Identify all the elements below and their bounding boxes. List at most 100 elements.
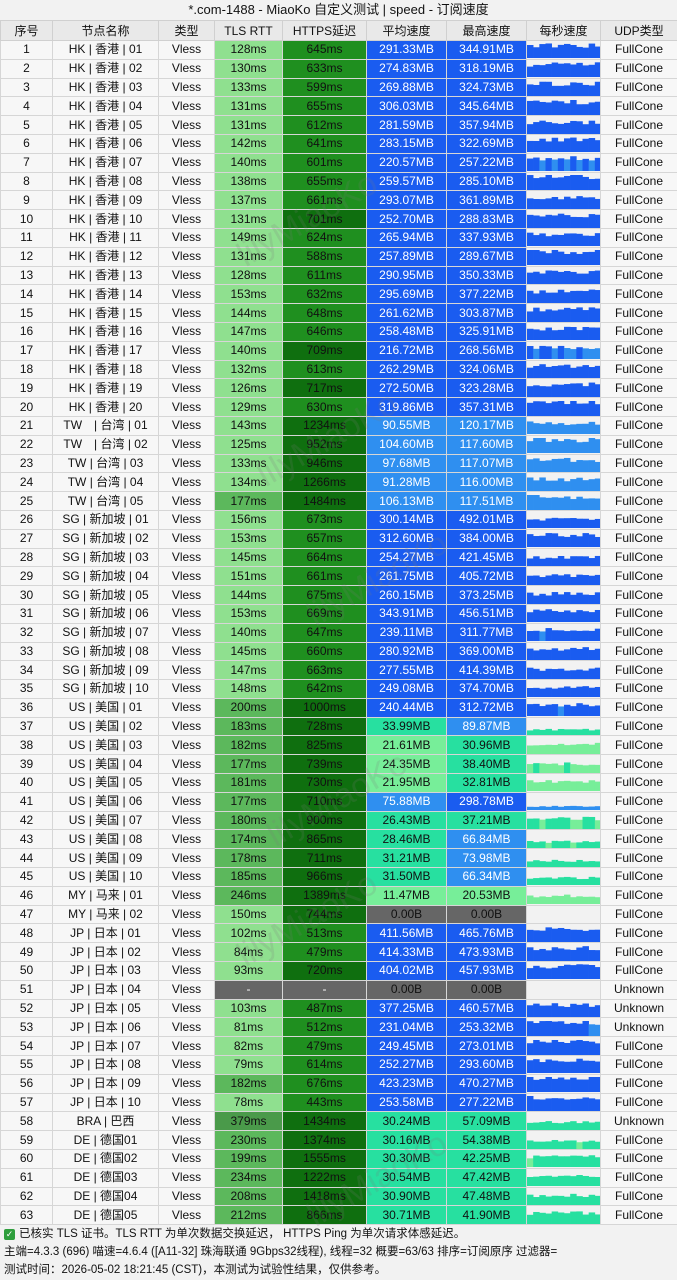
table-row[interactable]: 43 US | 美国 | 08 Vless 174ms 865ms 28.46MB 66.8… [0, 829, 677, 850]
table-row[interactable]: 10 HK | 香港 | 10 Vless 131ms 701ms 252.70MB 288… [0, 209, 677, 229]
table-row[interactable]: 52 JP | 日本 | 05 Vless 103ms 487ms 377.25MB 460… [0, 998, 677, 1019]
table-row[interactable]: 33 SG | 新加坡 | 08 Vless 145ms 660ms 280.92MB 36… [0, 641, 677, 662]
sparkline-bar [570, 45, 577, 59]
table-row[interactable]: 7 HK | 香港 | 07 Vless 140ms 601ms 220.57MB 257.… [0, 152, 677, 173]
sparkline-bar [570, 1062, 577, 1074]
table-row[interactable]: 41 US | 美国 | 06 Vless 177ms 710ms 75.88MB 298.… [0, 791, 677, 812]
per-second-speed-sparkline [526, 566, 601, 587]
udp-type: FullCone [600, 246, 677, 267]
col-per-second-speed[interactable]: 每秒速度 [526, 20, 601, 41]
sparkline-bar [533, 400, 540, 416]
table-row[interactable]: 38 US | 美国 | 03 Vless 182ms 825ms 21.61MB 30.9… [0, 735, 677, 756]
row-index: 40 [0, 773, 53, 793]
table-row[interactable]: 2 HK | 香港 | 02 Vless 130ms 633ms 274.83MB 318.… [0, 58, 677, 79]
table-row[interactable]: 19 HK | 香港 | 19 Vless 126ms 717ms 272.50MB 323… [0, 378, 677, 399]
col-node-name[interactable]: 节点名称 [52, 20, 159, 41]
table-row[interactable]: 50 JP | 日本 | 03 Vless 93ms 720ms 404.02MB 457.… [0, 961, 677, 981]
col-avg-speed[interactable]: 平均速度 [366, 20, 447, 41]
table-row[interactable]: 29 SG | 新加坡 | 04 Vless 151ms 661ms 261.75MB 40… [0, 566, 677, 587]
udp-type: FullCone [600, 265, 677, 286]
table-row[interactable]: 27 SG | 新加坡 | 02 Vless 153ms 657ms 312.60MB 38… [0, 528, 677, 549]
table-row[interactable]: 8 HK | 香港 | 08 Vless 138ms 655ms 259.57MB 285.… [0, 171, 677, 192]
table-row[interactable]: 54 JP | 日本 | 07 Vless 82ms 479ms 249.45MB 273.… [0, 1036, 677, 1057]
row-index: 58 [0, 1111, 53, 1132]
max-speed: 344.91MB [446, 40, 527, 60]
sparkline-bar [545, 1077, 552, 1093]
table-row[interactable]: 12 HK | 香港 | 12 Vless 131ms 588ms 257.89MB 289… [0, 246, 677, 267]
col-max-speed[interactable]: 最高速度 [446, 20, 527, 41]
table-row[interactable]: 59 DE | 德国01 Vless 230ms 1374ms 30.16MB 54.38M… [0, 1130, 677, 1151]
table-row[interactable]: 45 US | 美国 | 10 Vless 185ms 966ms 31.50MB 66.3… [0, 867, 677, 887]
table-row[interactable]: 26 SG | 新加坡 | 01 Vless 156ms 673ms 300.14MB 49… [0, 509, 677, 530]
table-row[interactable]: 35 SG | 新加坡 | 10 Vless 148ms 642ms 249.08MB 37… [0, 679, 677, 699]
table-row[interactable]: 48 JP | 日本 | 01 Vless 102ms 513ms 411.56MB 465… [0, 923, 677, 944]
per-second-speed-sparkline [526, 415, 601, 436]
table-row[interactable]: 1 HK | 香港 | 01 Vless 128ms 645ms 291.33MB 344.… [0, 40, 677, 60]
sparkline-chart [527, 762, 600, 773]
sparkline-chart [527, 477, 600, 491]
table-row[interactable]: 58 BRA | 巴西 Vless 379ms 1434ms 30.24MB 57.09MB… [0, 1111, 677, 1132]
sparkline-bar [594, 967, 600, 980]
table-row[interactable]: 39 US | 美国 | 04 Vless 177ms 739ms 24.35MB 38.4… [0, 754, 677, 775]
table-row[interactable]: 56 JP | 日本 | 09 Vless 182ms 676ms 423.23MB 470… [0, 1073, 677, 1094]
table-row[interactable]: 42 US | 美国 | 07 Vless 180ms 900ms 26.43MB 37.2… [0, 810, 677, 831]
table-row[interactable]: 44 US | 美国 | 09 Vless 178ms 711ms 31.21MB 73.9… [0, 848, 677, 869]
sparkline-bar [551, 270, 559, 284]
table-row[interactable]: 40 US | 美国 | 05 Vless 181ms 730ms 21.95MB 32.8… [0, 773, 677, 793]
tls-rtt: 140ms [214, 622, 283, 643]
table-row[interactable]: 37 US | 美国 | 02 Vless 183ms 728ms 33.99MB 89.8… [0, 716, 677, 737]
table-row[interactable]: 23 TW | 台湾 | 03 Vless 133ms 946ms 97.68MB 117.… [0, 453, 677, 474]
table-row[interactable]: 63 DE | 德国05 Vless 212ms 866ms 30.71MB 41.90MB… [0, 1205, 677, 1226]
table-row[interactable]: 15 HK | 香港 | 15 Vless 144ms 648ms 261.62MB 303… [0, 303, 677, 323]
table-row[interactable]: 47 MY | 马来 | 02 Vless 150ms 744ms 0.00B 0.00B F… [0, 904, 677, 925]
table-row[interactable]: 60 DE | 德国02 Vless 199ms 1555ms 30.30MB 42.25M… [0, 1149, 677, 1169]
table-row[interactable]: 25 TW | 台湾 | 05 Vless 177ms 1484ms 106.13MB 11… [0, 491, 677, 511]
sparkline-bar [533, 1059, 540, 1074]
table-row[interactable]: 17 HK | 香港 | 17 Vless 140ms 709ms 216.72MB 268… [0, 340, 677, 361]
sparkline-bar [594, 1157, 600, 1168]
table-row[interactable]: 24 TW | 台湾 | 04 Vless 134ms 1266ms 91.28MB 116… [0, 472, 677, 493]
table-row[interactable]: 14 HK | 香港 | 14 Vless 153ms 632ms 295.69MB 377… [0, 284, 677, 305]
table-row[interactable]: 16 HK | 香港 | 16 Vless 147ms 646ms 258.48MB 325… [0, 321, 677, 342]
table-row[interactable]: 3 HK | 香港 | 03 Vless 133ms 599ms 269.88MB 324.… [0, 77, 677, 98]
table-row[interactable]: 13 HK | 香港 | 13 Vless 128ms 611ms 290.95MB 350… [0, 265, 677, 286]
table-row[interactable]: 30 SG | 新加坡 | 05 Vless 144ms 675ms 260.15MB 37… [0, 585, 677, 605]
table-row[interactable]: 5 HK | 香港 | 05 Vless 131ms 612ms 281.59MB 357.… [0, 115, 677, 135]
col-https-latency[interactable]: HTTPS延迟 [282, 20, 367, 41]
table-row[interactable]: 4 HK | 香港 | 04 Vless 131ms 655ms 306.03MB 345.… [0, 96, 677, 117]
table-row[interactable]: 31 SG | 新加坡 | 06 Vless 153ms 669ms 343.91MB 45… [0, 603, 677, 624]
table-row[interactable]: 36 US | 美国 | 01 Vless 200ms 1000ms 240.44MB 31… [0, 697, 677, 718]
sparkline-bar [539, 1176, 546, 1187]
table-row[interactable]: 21 TW | 台湾 | 01 Vless 143ms 1234ms 90.55MB 120… [0, 415, 677, 436]
table-row[interactable]: 34 SG | 新加坡 | 09 Vless 147ms 663ms 277.55MB 41… [0, 660, 677, 681]
table-row[interactable]: 55 JP | 日本 | 08 Vless 79ms 614ms 252.27MB 293.… [0, 1055, 677, 1075]
per-second-speed-sparkline [526, 133, 601, 154]
max-speed: 32.81MB [446, 773, 527, 793]
table-row[interactable]: 51 JP | 日本 | 04 Vless - -0.00B 0.00B Unknown [0, 979, 677, 1000]
row-index: 55 [0, 1055, 53, 1075]
col-index[interactable]: 序号 [0, 20, 53, 41]
table-row[interactable]: 46 MY | 马来 | 01 Vless 246ms 1389ms 11.47MB 20.… [0, 885, 677, 906]
table-row[interactable]: 61 DE | 德国03 Vless 234ms 1222ms 30.54MB 47.42M… [0, 1167, 677, 1188]
sparkline-bar [539, 1156, 546, 1168]
table-row[interactable]: 11 HK | 香港 | 11 Vless 149ms 624ms 265.94MB 337… [0, 227, 677, 248]
table-row[interactable]: 6 HK | 香港 | 06 Vless 142ms 641ms 283.15MB 322.… [0, 133, 677, 154]
per-second-speed-sparkline [526, 246, 601, 267]
table-row[interactable]: 9 HK | 香港 | 09 Vless 137ms 661ms 293.07MB 361.… [0, 190, 677, 211]
table-row[interactable]: 20 HK | 香港 | 20 Vless 129ms 630ms 319.86MB 357… [0, 397, 677, 417]
table-row[interactable]: 62 DE | 德国04 Vless 208ms 1418ms 30.90MB 47.48M… [0, 1186, 677, 1207]
table-row[interactable]: 22 TW | 台湾 | 02 Vless 125ms 952ms 104.60MB 117… [0, 434, 677, 455]
table-row[interactable]: 28 SG | 新加坡 | 03 Vless 145ms 664ms 254.27MB 42… [0, 547, 677, 568]
table-row[interactable]: 53 JP | 日本 | 06 Vless 81ms 512ms 231.04MB 253.… [0, 1017, 677, 1038]
sparkline-bar [527, 558, 534, 566]
col-tls-rtt[interactable]: TLS RTT [214, 20, 283, 41]
protocol-type: Vless [158, 171, 215, 192]
table-row[interactable]: 18 HK | 香港 | 18 Vless 132ms 613ms 262.29MB 324… [0, 359, 677, 380]
table-row[interactable]: 57 JP | 日本 | 10 Vless 78ms 443ms 253.58MB 277.… [0, 1092, 677, 1113]
table-row[interactable]: 32 SG | 新加坡 | 07 Vless 140ms 647ms 239.11MB 31… [0, 622, 677, 643]
col-type[interactable]: 类型 [158, 20, 215, 41]
sparkline-bar [588, 43, 596, 59]
col-udp-type[interactable]: UDP类型 [600, 20, 677, 41]
table-row[interactable]: 49 JP | 日本 | 02 Vless 84ms 479ms 414.33MB 473.… [0, 942, 677, 963]
max-speed: 120.17MB [446, 415, 527, 436]
